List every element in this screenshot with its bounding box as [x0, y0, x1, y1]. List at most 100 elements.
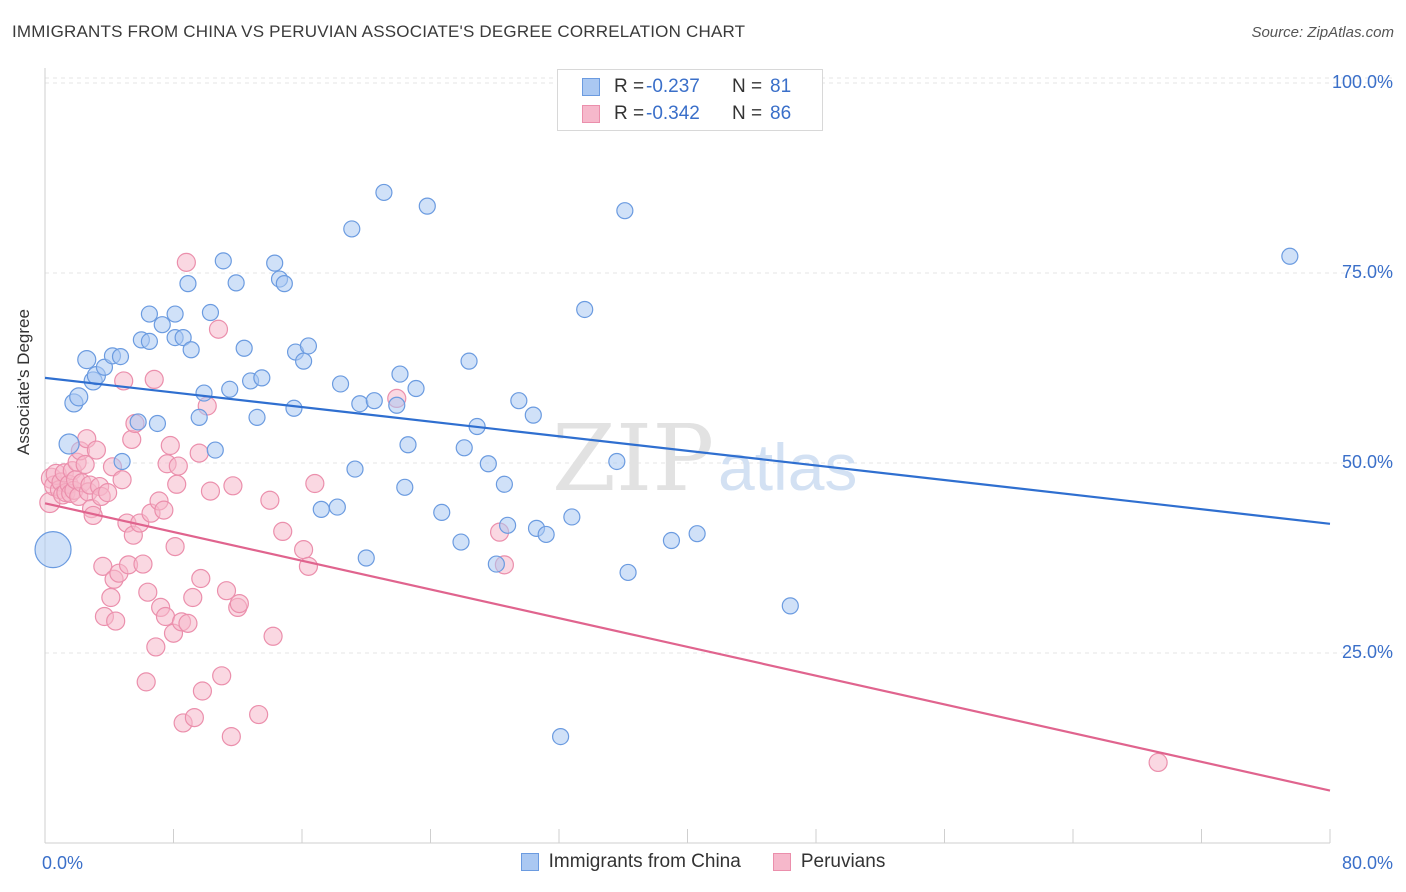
china-point: [58, 433, 80, 455]
china-point: [113, 452, 131, 471]
china-point: [619, 563, 637, 582]
china-point: [77, 350, 97, 370]
peru-point: [183, 587, 203, 608]
peru-point: [176, 252, 196, 272]
legend-item-peru: Peruvians: [772, 851, 885, 873]
china-point: [346, 460, 364, 478]
peru-point: [189, 443, 209, 463]
peru-point: [221, 726, 241, 747]
china-point: [396, 478, 414, 496]
n-value: 86: [770, 103, 792, 124]
chart-title: IMMIGRANTS FROM CHINA VS PERUVIAN ASSOCI…: [12, 22, 746, 41]
peru-point: [178, 613, 198, 633]
china-point: [407, 379, 425, 398]
legend-row-peru: R = -0.342 N = 86: [582, 102, 791, 126]
china-point: [537, 525, 555, 544]
china-point: [201, 303, 220, 322]
china-point: [391, 365, 409, 383]
china-point: [153, 316, 171, 334]
source-label: Source: ZipAtlas.com: [1251, 24, 1394, 41]
peru-point: [167, 474, 187, 494]
china-point: [34, 531, 72, 569]
china-point: [399, 436, 417, 454]
china-point: [781, 597, 799, 615]
china-point: [433, 503, 451, 522]
peru-point: [184, 707, 204, 728]
china-point: [331, 375, 350, 393]
peru-swatch: [772, 853, 791, 871]
china-point: [487, 555, 505, 573]
stats-legend: R = -0.237 N = 81 R = -0.342 N = 86: [557, 69, 823, 131]
china-point: [111, 348, 130, 366]
china-swatch: [582, 78, 600, 96]
china-point: [357, 549, 375, 567]
china-point: [235, 339, 253, 357]
china-point: [365, 392, 383, 410]
peru-point: [305, 473, 325, 494]
china-point: [452, 533, 470, 551]
china-point: [688, 525, 706, 543]
china-point: [275, 275, 293, 293]
china-point: [166, 305, 184, 323]
china-point: [375, 183, 393, 202]
y-tick-label: 75.0%: [1342, 262, 1393, 282]
peru-point: [200, 481, 221, 501]
series-peruvians: [39, 252, 1168, 773]
peru-point: [294, 540, 314, 560]
china-point: [563, 508, 581, 526]
peru-point: [260, 490, 280, 510]
china-point: [479, 455, 497, 473]
peru-point: [192, 681, 213, 701]
china-point: [343, 220, 361, 238]
china-point: [140, 332, 159, 350]
china-point: [616, 202, 634, 220]
china-point: [248, 408, 266, 426]
peru-point: [138, 582, 158, 602]
watermark-zip: ZIP: [552, 405, 714, 512]
trend-lines: [44, 376, 1331, 792]
china-point: [495, 475, 513, 493]
china-point: [388, 396, 406, 414]
china-point: [129, 413, 147, 431]
china-point: [328, 498, 346, 516]
peru-point: [223, 476, 243, 496]
china-point: [190, 408, 208, 426]
x-tick-label-max: 80.0%: [1342, 853, 1393, 873]
china-point: [312, 500, 330, 518]
china-point: [179, 275, 197, 293]
china-point: [552, 727, 570, 746]
peru-point: [229, 593, 249, 614]
china-point: [455, 439, 473, 457]
r-label: R =: [614, 103, 645, 124]
china-point: [285, 399, 303, 417]
grid-lines: [45, 77, 1392, 654]
china-point: [253, 369, 271, 387]
legend-item-china: Immigrants from China: [520, 851, 741, 873]
china-swatch: [520, 853, 539, 871]
peru-point: [1148, 752, 1168, 773]
watermark: ZIP atlas: [552, 405, 857, 512]
n-label: N =: [732, 76, 763, 97]
china-point: [299, 337, 318, 355]
r-value: -0.237: [646, 76, 700, 97]
china-point: [510, 392, 528, 410]
china-point: [295, 352, 313, 370]
y-tick-label: 25.0%: [1342, 642, 1393, 662]
peru-point: [263, 626, 283, 646]
peru-point: [216, 581, 237, 601]
china-point: [460, 352, 478, 370]
n-label: N =: [732, 103, 763, 124]
china-point: [266, 254, 284, 272]
peru-point: [101, 587, 121, 608]
china-point: [576, 300, 594, 319]
legend-label-china: Immigrants from China: [548, 851, 741, 872]
china-point: [221, 380, 239, 398]
china-point: [351, 395, 369, 413]
peru-point: [191, 568, 211, 589]
y-axis-label: Associate's Degree: [14, 309, 33, 455]
peru-point: [112, 470, 132, 490]
peru-trend-line: [44, 502, 1331, 792]
peru-point: [154, 500, 174, 520]
china-point: [69, 387, 89, 407]
r-value: -0.342: [646, 103, 700, 124]
